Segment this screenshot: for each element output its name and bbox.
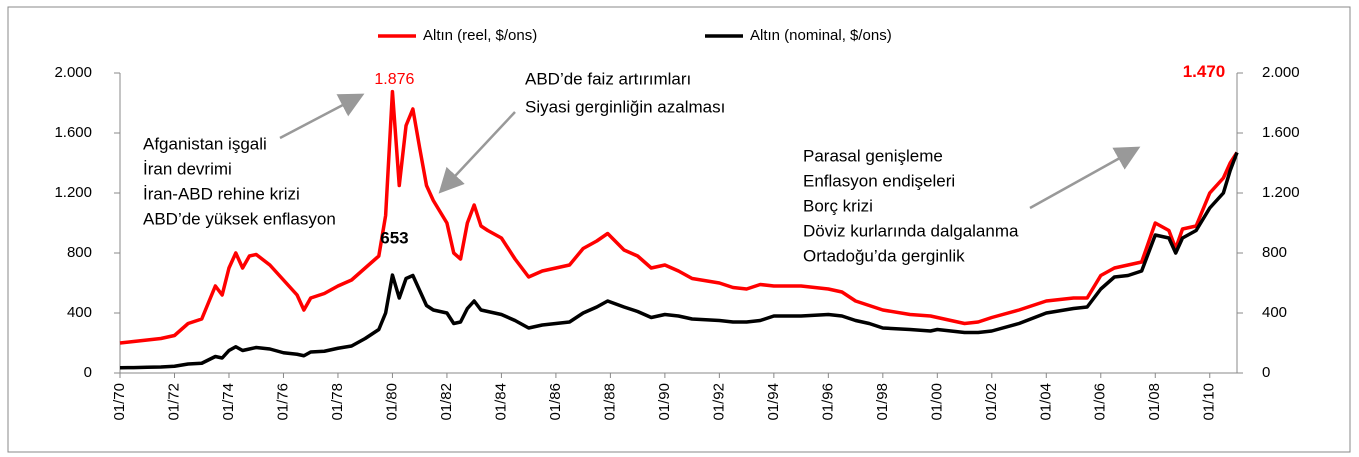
annotation: Siyasi gerginliğin azalması (525, 97, 725, 116)
arrow (438, 111, 516, 194)
x-tick-label: 01/94 (765, 383, 782, 421)
y-tick-label: 1.600 (54, 124, 92, 141)
y2-tick-label: 1.200 (1262, 184, 1300, 201)
x-tick-label: 01/04 (1037, 383, 1054, 421)
x-tick-label: 01/72 (165, 383, 182, 421)
y2-tick-label: 400 (1262, 304, 1287, 321)
x-tick-label: 01/00 (928, 383, 945, 421)
legend-label: Altın (reel, $/ons) (423, 27, 537, 44)
y-tick-label: 800 (67, 244, 92, 261)
annotation: Parasal genişleme (803, 146, 943, 165)
series-line (119, 151, 1239, 370)
legend-label: Altın (nominal, $/ons) (750, 27, 892, 44)
x-tick-label: 01/92 (710, 383, 727, 421)
data-label: 653 (380, 229, 408, 248)
x-tick-label: 01/06 (1092, 383, 1109, 421)
x-tick-label: 01/74 (220, 383, 237, 421)
x-tick-label: 01/80 (383, 383, 400, 421)
data-label: 1.470 (1183, 62, 1226, 81)
x-tick-label: 01/88 (601, 383, 618, 421)
series-line (119, 89, 1239, 345)
x-tick-label: 01/82 (438, 383, 455, 421)
chart-frame (7, 6, 1351, 453)
annotation: Ortadoğu’da gerginlik (803, 246, 965, 265)
x-tick-label: 01/96 (819, 383, 836, 421)
x-tick-label: 01/76 (274, 383, 291, 421)
y2-tick-label: 800 (1262, 244, 1287, 261)
x-tick-label: 01/08 (1146, 383, 1163, 421)
x-tick-label: 01/86 (547, 383, 564, 421)
annotation: Afganistan işgali (143, 134, 267, 153)
annotation: İran devrimi (143, 159, 232, 178)
y2-tick-label: 0 (1262, 364, 1270, 381)
y2-tick-label: 2.000 (1262, 64, 1300, 81)
arrow (1029, 146, 1141, 210)
annotation: Döviz kurlarında dalgalanma (803, 221, 1019, 240)
annotation: ABD’de faiz artırımları (525, 69, 691, 88)
y-tick-label: 2.000 (54, 64, 92, 81)
x-tick-label: 01/78 (329, 383, 346, 421)
arrow (279, 93, 365, 140)
annotation: ABD’de yüksek enflasyon (143, 209, 336, 228)
x-tick-label: 01/70 (111, 383, 128, 421)
x-tick-label: 01/10 (1201, 383, 1218, 421)
annotation: İran-ABD rehine krizi (143, 184, 300, 203)
y-tick-label: 0 (84, 364, 92, 381)
x-tick-label: 01/02 (983, 383, 1000, 421)
y2-tick-label: 1.600 (1262, 124, 1300, 141)
x-tick-label: 01/90 (656, 383, 673, 421)
annotation: Borç krizi (803, 196, 873, 215)
x-tick-label: 01/84 (492, 383, 509, 421)
x-tick-label: 01/98 (874, 383, 891, 421)
data-label: 1.876 (374, 71, 414, 88)
annotation: Enflasyon endişeleri (803, 171, 955, 190)
y-tick-label: 1.200 (54, 184, 92, 201)
y-tick-label: 400 (67, 304, 92, 321)
